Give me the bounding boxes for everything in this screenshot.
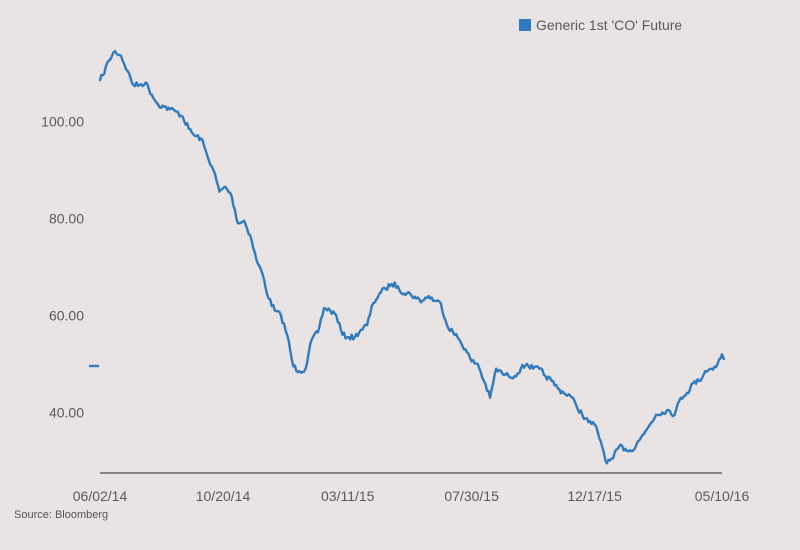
legend: Generic 1st 'CO' Future	[519, 17, 682, 33]
x-tick-label: 06/02/14	[73, 488, 128, 504]
y-tick-label: 100.00	[41, 113, 84, 129]
x-tick-label: 07/30/15	[444, 488, 499, 504]
series-line	[98, 49, 725, 465]
source-note: Source: Bloomberg	[14, 509, 109, 521]
y-tick-label: 40.00	[49, 404, 84, 420]
legend-label: Generic 1st 'CO' Future	[536, 17, 682, 33]
y-tick-label: 60.00	[49, 307, 84, 323]
x-axis-ticks: 06/02/14 10/20/14 03/11/15 07/30/15 12/17/15…	[73, 488, 750, 504]
x-tick-label: 03/11/15	[321, 488, 375, 504]
y-axis-ticks: 40.00 60.00 80.00 100.00	[41, 113, 84, 420]
x-tick-label: 05/10/16	[695, 488, 750, 504]
legend-swatch	[519, 19, 531, 31]
y-tick-label: 80.00	[49, 210, 84, 226]
x-tick-label: 12/17/15	[567, 488, 622, 504]
x-tick-label: 10/20/14	[196, 488, 251, 504]
